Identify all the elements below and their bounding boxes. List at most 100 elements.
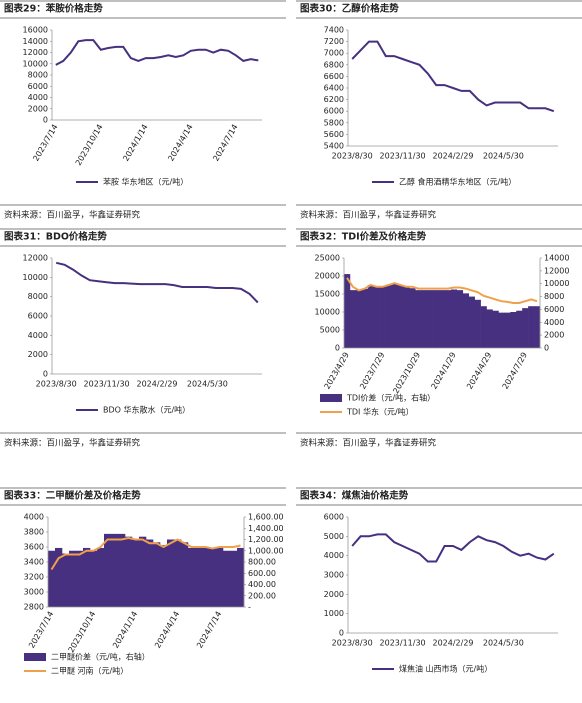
- bar: [76, 550, 84, 607]
- legend-label: BDO 华东散水（元/吨）: [103, 405, 190, 415]
- bar: [397, 285, 404, 348]
- y-tick-label: 6000: [324, 107, 344, 116]
- y2-tick-label: 2000: [544, 331, 564, 340]
- bar: [456, 290, 464, 348]
- bar: [223, 550, 231, 607]
- x-tick-label: 2024/7/14: [211, 123, 239, 163]
- legend-label: TDI价差（元/吨，右轴）: [346, 393, 435, 403]
- bar: [433, 290, 440, 348]
- bar: [118, 533, 126, 607]
- y2-tick-label: 6000: [544, 305, 564, 314]
- x-tick-label: 2024/2/29: [136, 380, 177, 389]
- bar: [421, 290, 428, 348]
- x-tick-label: 2024/2/29: [432, 639, 473, 648]
- y-tick-label: 16000: [23, 26, 48, 35]
- y-tick-label: 5000: [324, 532, 344, 541]
- bar: [403, 286, 410, 348]
- y-tick-label: 5600: [324, 130, 344, 139]
- x-tick-label: 2024/1/14: [111, 610, 139, 650]
- y-tick-label: 7000: [324, 49, 344, 58]
- y2-tick-label: 800.00: [248, 558, 276, 567]
- line: [55, 39, 259, 66]
- x-tick-label: 2024/2/29: [432, 152, 473, 161]
- bar: [439, 290, 446, 348]
- bar: [139, 536, 147, 607]
- y2-tick-label: 0: [544, 344, 549, 353]
- bar: [209, 547, 217, 607]
- legend-label: 乙醇 食用酒精华东地区（元/吨）: [399, 177, 516, 187]
- x-tick-label: 2024/5/30: [483, 639, 524, 648]
- bar: [90, 550, 98, 607]
- panel-title: 图表30：乙醇价格走势: [300, 3, 399, 15]
- bar: [181, 542, 189, 607]
- bar: [444, 290, 452, 348]
- y2-tick-label: 400.00: [248, 580, 276, 589]
- y-tick-label: 2800: [24, 603, 44, 612]
- legend-swatch: [320, 394, 342, 402]
- x-tick-label: 2023/7/14: [31, 123, 59, 163]
- y2-tick-label: 200.00: [248, 591, 276, 600]
- source: 资料来源：百川盈孚，华鑫证券研究: [300, 210, 437, 221]
- source: 资料来源：百川盈孚，华鑫证券研究: [4, 438, 141, 449]
- y-tick-label: 6800: [324, 60, 344, 69]
- bar: [69, 550, 77, 607]
- y2-tick-label: 8000: [544, 292, 564, 301]
- bar: [522, 308, 529, 348]
- bar: [104, 533, 112, 607]
- bar: [462, 293, 470, 348]
- line: [351, 40, 555, 113]
- bar: [468, 296, 475, 348]
- x-tick-label: 2023/10/14: [74, 123, 105, 167]
- panel-title: 图表31：BDO价格走势: [4, 231, 107, 243]
- legend-label: TDI 华东（元/吨）: [346, 407, 414, 417]
- bar: [427, 290, 434, 348]
- bar: [62, 553, 70, 607]
- y-tick-label: 12000: [23, 48, 48, 57]
- y-tick-label: 20000: [315, 272, 340, 281]
- y-tick-label: 5400: [324, 142, 344, 151]
- y2-tick-label: 10000: [544, 279, 569, 288]
- line: [346, 277, 538, 304]
- y-tick-label: 6600: [324, 72, 344, 81]
- y2-tick-label: 14000: [544, 254, 569, 263]
- x-tick-label: 2024/4/14: [153, 610, 181, 650]
- bar: [125, 536, 133, 607]
- y-tick-label: 5000: [320, 326, 340, 335]
- y2-tick-label: -: [248, 603, 251, 612]
- bar: [534, 306, 541, 348]
- x-tick-label: 2024/5/30: [187, 380, 228, 389]
- bar: [146, 539, 154, 607]
- bar: [391, 283, 398, 348]
- x-tick-label: 2023/8/30: [36, 380, 77, 389]
- x-tick-label: 2024/1/14: [121, 123, 149, 163]
- bar: [195, 547, 203, 607]
- x-tick-label: 2023/10/14: [67, 610, 98, 654]
- y-tick-label: 10000: [23, 273, 48, 282]
- bar: [486, 309, 493, 348]
- x-tick-label: 2023/8/30: [332, 639, 373, 648]
- x-tick-label: 2023/10/29: [391, 351, 422, 395]
- bar: [202, 547, 210, 607]
- bar: [230, 550, 238, 607]
- bar: [516, 310, 523, 348]
- y-tick-label: 7200: [324, 37, 344, 46]
- bar: [160, 545, 168, 607]
- y2-tick-label: 1,400.00: [248, 524, 284, 533]
- y-tick-label: 4000: [324, 551, 344, 560]
- legend-label: 苯胺 华东地区（元/吨）: [103, 177, 188, 187]
- panel-title: 图表34：煤焦油价格走势: [300, 490, 409, 502]
- y-tick-label: 3600: [24, 543, 44, 552]
- y-tick-label: 3400: [24, 558, 44, 567]
- bar: [385, 285, 392, 348]
- y2-tick-label: 4000: [544, 318, 564, 327]
- panel-title: 图表33：二甲醚价差及价格走势: [4, 490, 141, 502]
- x-tick-label: 2024/7/14: [195, 610, 223, 650]
- y2-tick-label: 1,000.00: [248, 546, 284, 555]
- x-tick-label: 2023/4/29: [323, 351, 351, 391]
- x-tick-label: 2023/7/29: [358, 351, 386, 391]
- bar: [415, 290, 422, 348]
- y-tick-label: 10000: [315, 308, 340, 317]
- bar: [498, 312, 505, 348]
- y-tick-label: 4000: [28, 93, 48, 102]
